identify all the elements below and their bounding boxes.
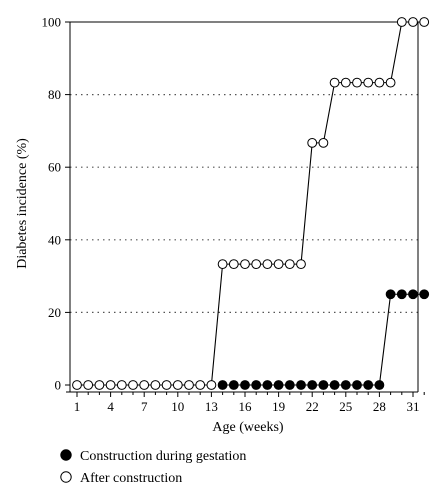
point-series-0-x28	[374, 380, 385, 390]
point-series-1-x24	[329, 77, 340, 88]
point-series-0-x31	[408, 289, 418, 300]
legend-label-gestation: Construction during gestation	[80, 449, 246, 464]
point-series-0-x17	[251, 380, 262, 390]
x-axis-title: Age (weeks)	[212, 420, 283, 435]
point-series-1-x16	[240, 259, 250, 270]
y-tick-label-80: 80	[48, 87, 61, 102]
point-series-0-x29	[385, 289, 396, 300]
y-tick-label-20: 20	[48, 305, 61, 320]
y-axis-title: Diabetes incidence (%)	[15, 138, 30, 269]
point-series-0-x21	[296, 380, 306, 390]
point-series-1-x4	[105, 380, 116, 390]
x-tick-label-10: 10	[171, 399, 184, 414]
series-line-1	[77, 21, 425, 386]
x-axis-ticks: 1 4 7 10 13 16 19 22 25 28 31	[74, 392, 425, 414]
point-series-1-x26	[352, 77, 362, 88]
point-series-0-x15	[228, 380, 239, 390]
legend-marker-open-circle	[60, 471, 72, 483]
point-series-1-x28	[374, 77, 385, 88]
point-series-1-x21	[296, 259, 306, 270]
point-series-0-x23	[318, 380, 329, 390]
point-series-0-x32	[419, 289, 430, 300]
point-series-1-x10	[172, 380, 183, 390]
point-series-1-x11	[184, 380, 194, 390]
point-series-1-x22	[307, 137, 318, 148]
point-series-1-x2	[83, 380, 94, 390]
point-series-0-x24	[329, 380, 340, 390]
x-tick-label-19: 19	[272, 399, 285, 414]
x-tick-label-22: 22	[306, 399, 319, 414]
point-series-1-x8	[150, 380, 161, 390]
point-series-1-x15	[228, 259, 239, 270]
point-series-0-x20	[284, 380, 295, 390]
legend-item-gestation: Construction during gestation	[60, 449, 246, 464]
point-series-0-x22	[307, 380, 318, 390]
point-series-0-x14	[217, 380, 228, 390]
x-tick-label-16: 16	[239, 399, 253, 414]
x-tick-label-28: 28	[373, 399, 386, 414]
legend-item-after: After construction	[60, 471, 182, 486]
point-series-1-x14	[217, 259, 228, 270]
point-series-1-x25	[340, 77, 351, 88]
legend-label-after: After construction	[80, 471, 182, 486]
point-series-1-x29	[385, 77, 396, 88]
point-series-1-x23	[318, 137, 329, 148]
y-tick-label-40: 40	[48, 232, 61, 247]
series-line-0	[222, 293, 425, 386]
legend: Construction during gestation After cons…	[60, 449, 246, 486]
point-series-1-x31	[408, 17, 418, 27]
point-series-0-x30	[396, 289, 407, 300]
y-tick-label-60: 60	[48, 160, 61, 175]
point-series-0-x18	[262, 380, 273, 390]
point-series-1-x32	[419, 17, 430, 27]
point-series-0-x25	[340, 380, 351, 390]
point-series-1-x5	[116, 380, 127, 390]
point-series-0-x19	[273, 380, 284, 390]
point-series-0-x27	[363, 380, 374, 390]
y-tick-label-100: 100	[42, 15, 62, 30]
legend-marker-filled-circle	[60, 449, 72, 461]
x-tick-label-31: 31	[407, 399, 420, 414]
point-series-1-x13	[206, 380, 217, 390]
point-series-0-x26	[352, 380, 362, 390]
point-series-1-x9	[161, 380, 172, 390]
grid-lines	[70, 93, 418, 313]
point-series-1-x19	[273, 259, 284, 270]
series-lines	[77, 21, 425, 386]
point-series-1-x12	[195, 380, 206, 390]
point-series-1-x7	[139, 380, 150, 390]
x-tick-label-4: 4	[107, 399, 114, 414]
point-series-1-x6	[128, 380, 138, 390]
y-tick-label-0: 0	[55, 378, 62, 393]
point-series-1-x18	[262, 259, 273, 270]
x-tick-label-13: 13	[205, 399, 218, 414]
x-tick-label-1: 1	[74, 399, 81, 414]
x-tick-label-7: 7	[141, 399, 148, 414]
point-series-1-x20	[284, 259, 295, 270]
axes	[66, 21, 419, 393]
x-tick-label-25: 25	[339, 399, 352, 414]
point-series-1-x1	[72, 380, 82, 390]
point-series-1-x30	[396, 17, 407, 27]
point-series-1-x3	[94, 380, 105, 390]
point-series-1-x27	[363, 77, 374, 88]
y-axis-ticks: 0 20 40 60 80 100	[42, 15, 70, 393]
point-series-0-x16	[240, 380, 250, 390]
point-series-1-x17	[251, 259, 262, 270]
series-points	[72, 17, 430, 390]
